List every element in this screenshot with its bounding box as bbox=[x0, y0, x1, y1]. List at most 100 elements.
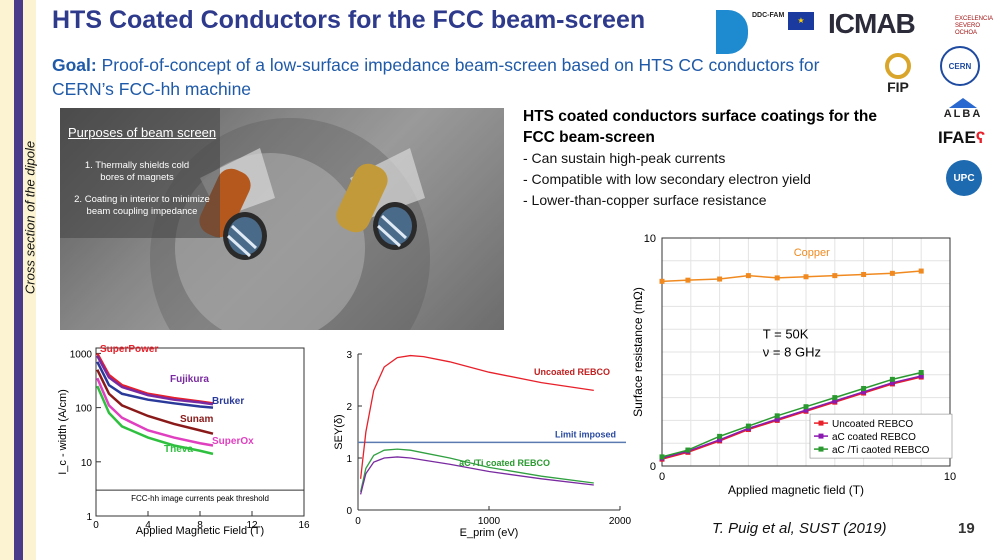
dipole-side-label: Cross section of the dipole bbox=[22, 140, 38, 295]
hts-heading: HTS coated conductors surface coatings f… bbox=[523, 108, 877, 146]
copper-line bbox=[661, 270, 922, 283]
x-tick-label: 0 bbox=[355, 516, 361, 527]
alba-label: ALBA bbox=[943, 108, 983, 120]
x-tick-label: 10 bbox=[944, 471, 956, 483]
fip-label: FIP bbox=[887, 79, 909, 95]
series-label: Theva bbox=[164, 444, 193, 455]
dipole-photo bbox=[60, 108, 504, 330]
ic-field-chart: 1 10 100 1000 0 4 8 12 16 Applied Magnetic Field … bbox=[52, 338, 312, 538]
copper-point bbox=[745, 273, 751, 279]
dipole-illustration bbox=[60, 108, 504, 330]
excelencia-logo: EXCELENCIA SEVERO OCHOA bbox=[955, 16, 993, 36]
x-tick-label: 1000 bbox=[478, 516, 501, 527]
y-tick-label: 3 bbox=[346, 350, 352, 361]
copper-point bbox=[717, 276, 723, 282]
slide-title: HTS Coated Conductors for the FCC beam-s… bbox=[52, 6, 646, 34]
y-tick-label: 2 bbox=[346, 402, 352, 413]
copper-point bbox=[832, 273, 838, 279]
y-tick-label: 1 bbox=[86, 512, 92, 523]
x-axis-label: Applied magnetic field (T) bbox=[728, 483, 864, 497]
hts-item: - Can sustain high-peak currents bbox=[523, 150, 726, 166]
ifae-label: IFAE bbox=[938, 128, 976, 147]
x-tick-label: 2000 bbox=[609, 516, 632, 527]
y-axis-label: Surface resistance (mΩ) bbox=[631, 287, 645, 417]
data-point bbox=[918, 373, 924, 379]
series-label: SuperOx bbox=[212, 436, 254, 447]
x-tick-label: 12 bbox=[246, 520, 258, 531]
y-tick-label: 1 bbox=[346, 454, 352, 465]
data-point bbox=[861, 385, 867, 391]
surface-resistance-chart: 0 10 0 10 Applied magnetic field (T) Surface … bbox=[626, 228, 958, 504]
data-point bbox=[861, 389, 867, 395]
data-point bbox=[745, 423, 751, 429]
legend-label: aC /Ti caoted REBCO bbox=[832, 445, 930, 456]
data-point bbox=[803, 407, 809, 413]
ddcfam-logo bbox=[716, 10, 748, 54]
series-label: Uncoated REBCO bbox=[534, 367, 610, 377]
series-line bbox=[359, 456, 594, 495]
left-stripe bbox=[0, 0, 36, 560]
legend-marker bbox=[818, 420, 824, 426]
series-label: SuperPower bbox=[100, 344, 158, 355]
data-point bbox=[717, 433, 723, 439]
series-line bbox=[661, 371, 922, 458]
series-line-theva bbox=[96, 385, 214, 456]
series-label: Fujikura bbox=[170, 374, 209, 385]
x-tick-label: 0 bbox=[659, 471, 665, 483]
threshold-label: FCC-hh image currents peak threshold bbox=[131, 494, 269, 503]
series-label: Sunam bbox=[180, 414, 213, 425]
citation: T. Puig et al, SUST (2019) bbox=[712, 520, 887, 537]
data-point bbox=[918, 370, 924, 376]
copper-point bbox=[803, 274, 809, 280]
y-tick-label: 10 bbox=[81, 458, 93, 469]
data-point bbox=[832, 398, 838, 404]
chart-background bbox=[330, 342, 640, 540]
page-number: 19 bbox=[958, 520, 975, 537]
legend-marker bbox=[818, 433, 824, 439]
data-point bbox=[717, 437, 723, 443]
frequency-label: ν = 8 GHz bbox=[763, 345, 821, 360]
x-axis-label: Applied Magnetic Field (T) bbox=[136, 525, 264, 537]
goal-text: Goal: Proof-of-concept of a low-surface … bbox=[52, 53, 872, 101]
series-line-superox bbox=[96, 377, 214, 447]
data-point bbox=[803, 404, 809, 410]
ddcfam-label: DDC-FAM bbox=[752, 12, 785, 19]
data-point bbox=[659, 454, 665, 460]
icmab-logo: ICMAB bbox=[828, 8, 916, 39]
copper-point bbox=[685, 277, 691, 283]
data-point bbox=[774, 413, 780, 419]
x-tick-label: 4 bbox=[145, 520, 151, 531]
cern-label: CERN bbox=[948, 61, 972, 71]
copper-point bbox=[861, 271, 867, 277]
data-point bbox=[889, 376, 895, 382]
y-tick-label: 1000 bbox=[70, 349, 93, 360]
legend-marker bbox=[818, 446, 824, 452]
copper-point bbox=[774, 275, 780, 281]
ifae-logo: IFAEʕ bbox=[938, 128, 986, 147]
limit-label: Limit imposed bbox=[555, 429, 616, 439]
sey-chart: 0 1 2 3 0 1000 2000 E_prim (eV) SEY(δ) Limit impo… bbox=[330, 342, 640, 540]
temperature-label: T = 50K bbox=[763, 326, 809, 341]
series-line-sunam bbox=[96, 369, 214, 435]
series-line-fujikura bbox=[96, 355, 214, 406]
legend-label: Uncoated REBCO bbox=[832, 419, 913, 430]
hts-item: - Compatible with low secondary electron… bbox=[523, 171, 811, 187]
chart-background bbox=[52, 338, 312, 538]
y-tick-label: 0 bbox=[650, 461, 656, 473]
series-label: Bruker bbox=[212, 396, 244, 407]
x-tick-label: 8 bbox=[197, 520, 203, 531]
y-axis-label: I_c - width (A/cm) bbox=[57, 389, 69, 475]
series-label: aC /Ti coated REBCO bbox=[459, 458, 550, 468]
series-line-bruker bbox=[96, 361, 214, 409]
series-line bbox=[359, 448, 594, 492]
series-line bbox=[661, 375, 922, 459]
data-point bbox=[774, 416, 780, 422]
plot-frame bbox=[661, 237, 951, 467]
chart-background bbox=[626, 228, 958, 504]
legend-label: aC coated REBCO bbox=[832, 432, 916, 443]
purpose-item-2: 2. Coating in interior to minimize beam … bbox=[74, 194, 210, 217]
hts-item: - Lower-than-copper surface resistance bbox=[523, 192, 767, 208]
goal-label: Goal: bbox=[52, 55, 97, 75]
fip-logo: FIP bbox=[870, 46, 926, 102]
legend-box bbox=[809, 413, 953, 459]
